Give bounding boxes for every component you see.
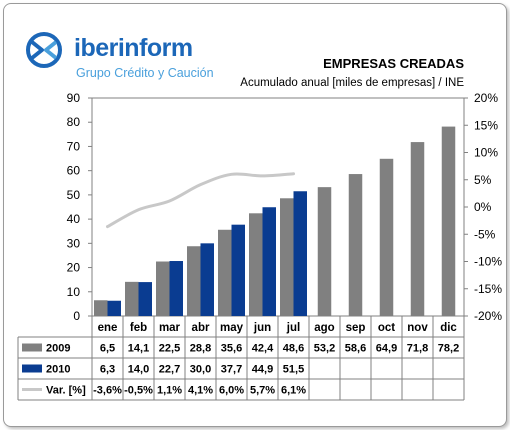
x-tick-label: abr	[192, 322, 210, 334]
x-tick-label: jul	[286, 322, 300, 334]
bar-2009	[125, 281, 139, 316]
y2-tick-label: 5%	[474, 173, 492, 187]
y-tick-label: 50	[67, 188, 81, 202]
table-cell: 64,9	[376, 343, 397, 355]
bar-2009	[94, 300, 108, 316]
bar-2010	[138, 282, 152, 316]
bar-2009	[156, 261, 170, 316]
bar-2010	[231, 224, 245, 316]
bar-2010	[169, 261, 183, 316]
x-tick-label: may	[220, 322, 244, 334]
bar-2010	[200, 243, 214, 316]
table-cell: 48,6	[283, 343, 304, 355]
table-cell: 22,7	[159, 364, 180, 376]
table-cell: 14,0	[128, 364, 149, 376]
bar-2009	[249, 213, 263, 316]
table-cell: 14,1	[128, 343, 149, 355]
x-tick-label: ago	[314, 322, 334, 334]
y-tick-label: 90	[67, 91, 81, 105]
legend-key-2009	[22, 343, 42, 352]
table-cell: 22,5	[159, 343, 180, 355]
y-tick-label: 10	[67, 285, 81, 299]
bar-2009	[348, 174, 363, 316]
bar-2009	[410, 142, 425, 316]
table-cell: 37,7	[221, 364, 242, 376]
legend-key-2010	[22, 364, 42, 373]
y2-tick-label: 20%	[474, 91, 498, 105]
table-cell: 6,3	[100, 364, 115, 376]
table-row-label: 2010	[46, 364, 70, 376]
y2-tick-label: 0%	[474, 200, 492, 214]
table-cell: -3,6%	[93, 385, 122, 397]
y2-tick-label: -10%	[474, 255, 502, 269]
brand-tagline: Grupo Crédito y Caución	[76, 66, 214, 80]
x-tick-label: feb	[130, 322, 147, 334]
bar-2009	[280, 198, 294, 316]
table-cell: 5,7%	[250, 385, 275, 397]
x-tick-label: ene	[98, 322, 118, 334]
x-tick-label: oct	[378, 322, 395, 334]
y-tick-label: 40	[67, 212, 81, 226]
table-cell: -0,5%	[124, 385, 153, 397]
table-row-label: 2009	[46, 343, 70, 355]
table-cell: 1,1%	[157, 385, 182, 397]
circular-arrows-icon	[26, 32, 62, 68]
table-cell: 28,8	[190, 343, 211, 355]
x-tick-label: jun	[253, 322, 271, 334]
table-cell: 6,1%	[281, 385, 306, 397]
table-cell: 58,6	[345, 343, 366, 355]
y-tick-label: 0	[73, 309, 80, 323]
bar-2009	[441, 126, 456, 317]
bar-2009	[379, 158, 394, 316]
x-tick-label: nov	[407, 322, 428, 334]
x-tick-label: dic	[440, 322, 457, 334]
y2-tick-label: -20%	[474, 309, 502, 323]
chart-subtitle: Acumulado anual [miles de empresas] / IN…	[240, 77, 464, 89]
bar-2010	[107, 300, 121, 316]
table-cell: 51,5	[283, 364, 304, 376]
bar-2009	[187, 246, 201, 316]
table-cell: 6,5	[100, 343, 115, 355]
table-cell: 30,0	[190, 364, 211, 376]
x-tick-label: sep	[346, 322, 366, 334]
table-cell: 4,1%	[188, 385, 213, 397]
chart-title: EMPRESAS CREADAS	[323, 56, 464, 71]
bar-2009	[218, 229, 232, 316]
table-cell: 71,8	[407, 343, 428, 355]
table-row-label: Var. [%]	[46, 385, 86, 397]
table-cell: 78,2	[438, 343, 459, 355]
brand-name: iberinform	[74, 34, 193, 62]
bar-2009	[317, 187, 332, 316]
y2-tick-label: 10%	[474, 146, 498, 160]
y2-tick-label: 15%	[474, 118, 498, 132]
table-cell: 44,9	[252, 364, 273, 376]
x-tick-label: mar	[159, 322, 181, 334]
y-tick-label: 60	[67, 164, 81, 178]
y2-tick-label: -5%	[474, 227, 496, 241]
bar-2010	[262, 207, 276, 316]
y-tick-label: 20	[67, 261, 81, 275]
bar-2010	[293, 191, 307, 316]
table-cell: 53,2	[314, 343, 335, 355]
y-tick-label: 80	[67, 115, 81, 129]
y-tick-label: 30	[67, 236, 81, 250]
table-cell: 6,0%	[219, 385, 244, 397]
table-cell: 42,4	[252, 343, 274, 355]
table-cell: 35,6	[221, 343, 242, 355]
y2-tick-label: -15%	[474, 282, 502, 296]
y-tick-label: 70	[67, 139, 81, 153]
